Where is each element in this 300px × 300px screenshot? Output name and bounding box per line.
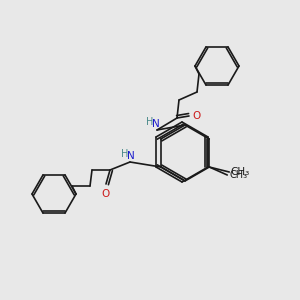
Text: O: O	[192, 111, 200, 121]
Text: H: H	[146, 117, 154, 127]
Text: N: N	[127, 151, 135, 161]
Text: CH₃: CH₃	[229, 170, 248, 180]
Text: H: H	[121, 149, 129, 159]
Text: N: N	[152, 119, 160, 129]
Text: O: O	[102, 189, 110, 199]
Text: CH₃: CH₃	[230, 167, 250, 177]
